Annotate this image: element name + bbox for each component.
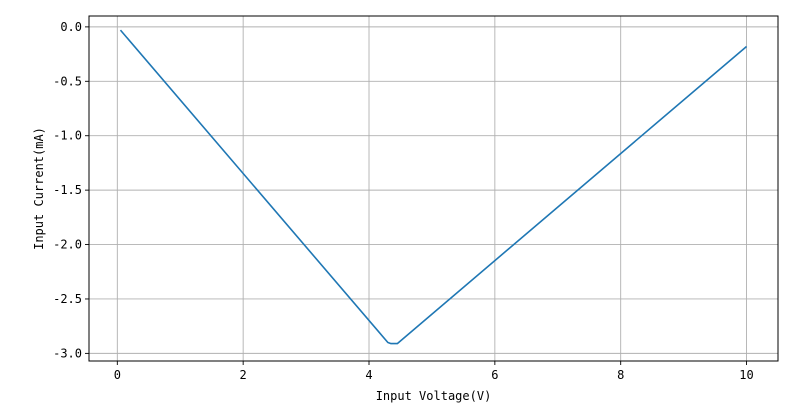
y-tick-label: -2.5 — [53, 292, 82, 306]
y-axis-ticks: 0.0 -0.5 -1.0 -1.5 -2.0 -2.5 -3.0 — [53, 20, 89, 360]
y-tick-label: -1.0 — [53, 129, 82, 143]
plot-frame — [88, 15, 779, 362]
y-tick-label: -0.5 — [53, 74, 82, 88]
x-tick-label: 0 — [114, 368, 121, 382]
y-tick-label: 0.0 — [60, 20, 82, 34]
y-tick-label: -2.0 — [53, 238, 82, 252]
x-tick-label: 6 — [491, 368, 498, 382]
x-tick-label: 2 — [240, 368, 247, 382]
series-line-1 — [119, 29, 748, 345]
y-tick-label: -3.0 — [53, 346, 82, 360]
y-axis-title: Input Current(mA) — [32, 127, 46, 250]
x-axis-ticks: 0 2 4 6 8 10 — [114, 361, 754, 382]
x-tick-label: 8 — [617, 368, 624, 382]
x-tick-label: 4 — [365, 368, 372, 382]
x-tick-label: 10 — [739, 368, 753, 382]
grid — [89, 16, 778, 361]
x-axis-title: Input Voltage(V) — [376, 389, 492, 403]
y-tick-label: -1.5 — [53, 183, 82, 197]
series-layer — [119, 29, 748, 345]
